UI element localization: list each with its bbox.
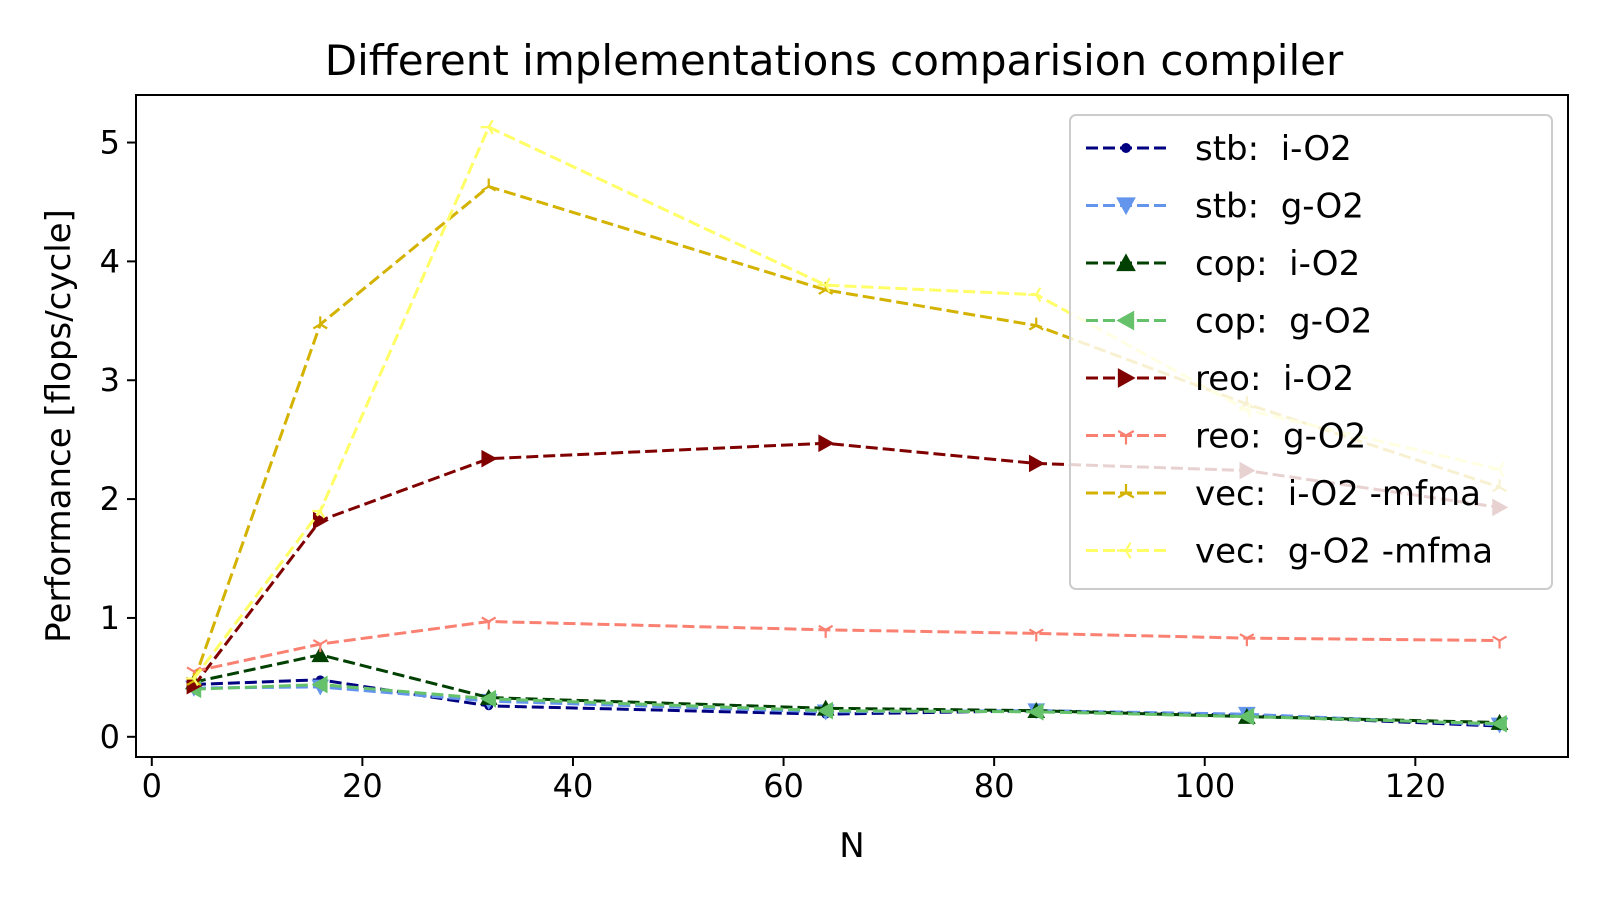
y-tick-label: 3 (100, 361, 120, 399)
data-point (1028, 287, 1042, 303)
series-line (193, 620, 1500, 673)
data-point (1490, 714, 1507, 733)
legend-entry: cop: g-O2 (1086, 302, 1372, 342)
series-5 (186, 616, 1508, 680)
x-tick-label: 60 (763, 767, 804, 805)
series-3 (185, 675, 1507, 733)
legend-marker (1117, 368, 1136, 388)
data-point (312, 639, 328, 653)
series-1 (185, 679, 1509, 734)
data-point (1492, 635, 1508, 649)
data-point (480, 689, 497, 708)
series-0 (189, 675, 1504, 731)
data-point (818, 434, 835, 453)
y-tick-label: 4 (100, 242, 120, 280)
legend-label: reo: i-O2 (1195, 359, 1354, 399)
chart-title: Different implementations comparision co… (325, 36, 1344, 85)
x-tick-label: 40 (553, 767, 594, 805)
legend-label: cop: i-O2 (1195, 244, 1360, 284)
x-tick-label: 20 (342, 767, 383, 805)
legend-entry: stb: i-O2 (1086, 129, 1352, 169)
legend-entry: vec: i-O2 -mfma (1086, 474, 1481, 514)
data-point (817, 277, 831, 293)
legend-label: stb: i-O2 (1195, 129, 1352, 169)
data-point (1238, 707, 1255, 726)
data-point (480, 119, 494, 135)
legend-entry: reo: g-O2 (1086, 417, 1366, 457)
data-point (481, 449, 498, 468)
legend-entry: cop: i-O2 (1086, 244, 1360, 284)
data-point (818, 624, 834, 638)
y-tick-label: 1 (100, 599, 120, 637)
y-axis-label: Performance [flops/cycle] (39, 209, 79, 643)
axes: 0 20 40 60 80 100 120 0 1 2 3 4 5 (100, 124, 1446, 805)
legend-frame (1069, 114, 1553, 590)
x-axis-label: N (839, 826, 864, 866)
y-tick-label: 2 (100, 480, 120, 518)
legend-marker (1117, 542, 1132, 559)
legend-entry: reo: i-O2 (1086, 359, 1354, 399)
data-point (185, 671, 199, 687)
legend-marker (1121, 143, 1131, 153)
data-point (481, 616, 497, 630)
legend-label: cop: g-O2 (1195, 302, 1372, 342)
y-tick-label: 5 (100, 124, 120, 162)
series-line (193, 682, 1500, 726)
data-point (481, 178, 497, 192)
y-tick-label: 0 (100, 718, 120, 756)
legend-label: reo: g-O2 (1195, 417, 1366, 457)
legend-entry: vec: g-O2 -mfma (1086, 532, 1493, 572)
legend-label: vec: g-O2 -mfma (1195, 532, 1493, 572)
legend-marker (1117, 430, 1135, 445)
legend-marker (1116, 197, 1136, 216)
data-point (312, 316, 328, 330)
legend-marker (1116, 310, 1135, 331)
data-point (311, 675, 328, 694)
legend: stb: i-O2 stb: g-O2 cop: i-O2 cop: g-O2 reo:… (1069, 114, 1553, 590)
x-tick-label: 80 (974, 767, 1015, 805)
data-point (311, 646, 330, 663)
legend-label: stb: g-O2 (1195, 187, 1364, 227)
data-point (1028, 628, 1044, 642)
data-point (817, 701, 833, 720)
legend-marker (1116, 253, 1136, 272)
legend-label: vec: i-O2 -mfma (1195, 474, 1481, 514)
data-point (312, 511, 329, 530)
legend-marker (1117, 484, 1135, 499)
data-point (1028, 454, 1045, 473)
x-tick-label: 120 (1385, 767, 1446, 805)
data-point (312, 503, 326, 519)
legend-entry: stb: g-O2 (1086, 187, 1364, 227)
x-tick-label: 0 (142, 767, 162, 805)
x-tick-label: 100 (1174, 767, 1235, 805)
data-point (1028, 317, 1044, 331)
data-point (1027, 702, 1044, 721)
data-point (1239, 633, 1255, 647)
axes-frame (135, 94, 1569, 758)
